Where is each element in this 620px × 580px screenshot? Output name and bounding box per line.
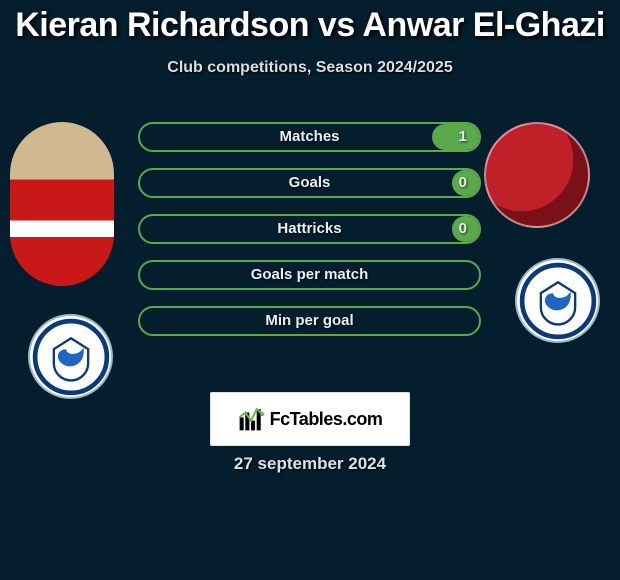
stat-row: Min per goal: [138, 306, 481, 336]
player-right-avatar: [484, 122, 590, 228]
stat-row: Goals per match: [138, 260, 481, 290]
stat-label: Min per goal: [140, 308, 479, 334]
stat-row: Hattricks 0: [138, 214, 481, 244]
stats-block: Matches 1 Goals 0 Hattricks 0 Goals per …: [138, 122, 481, 352]
brand-badge: FcTables.com: [210, 392, 410, 446]
club-left-logo: [28, 314, 113, 399]
stat-value-right: 1: [459, 124, 467, 150]
brand-text: FcTables.com: [270, 409, 383, 430]
stat-label: Matches: [140, 124, 479, 150]
player-left-avatar: [10, 122, 114, 286]
page-subtitle: Club competitions, Season 2024/2025: [0, 59, 620, 77]
stat-row: Matches 1: [138, 122, 481, 152]
club-right-logo: [515, 258, 600, 343]
fctables-logo-icon: [238, 406, 264, 432]
stat-label: Goals: [140, 170, 479, 196]
stat-label: Hattricks: [140, 216, 479, 242]
club-shield-icon: [32, 318, 110, 396]
page-title: Kieran Richardson vs Anwar El-Ghazi: [0, 0, 620, 45]
stat-row: Goals 0: [138, 168, 481, 198]
generated-date: 27 september 2024: [0, 454, 620, 474]
stat-value-right: 0: [459, 216, 467, 242]
club-shield-icon: [519, 262, 597, 340]
stat-label: Goals per match: [140, 262, 479, 288]
stat-value-right: 0: [459, 170, 467, 196]
